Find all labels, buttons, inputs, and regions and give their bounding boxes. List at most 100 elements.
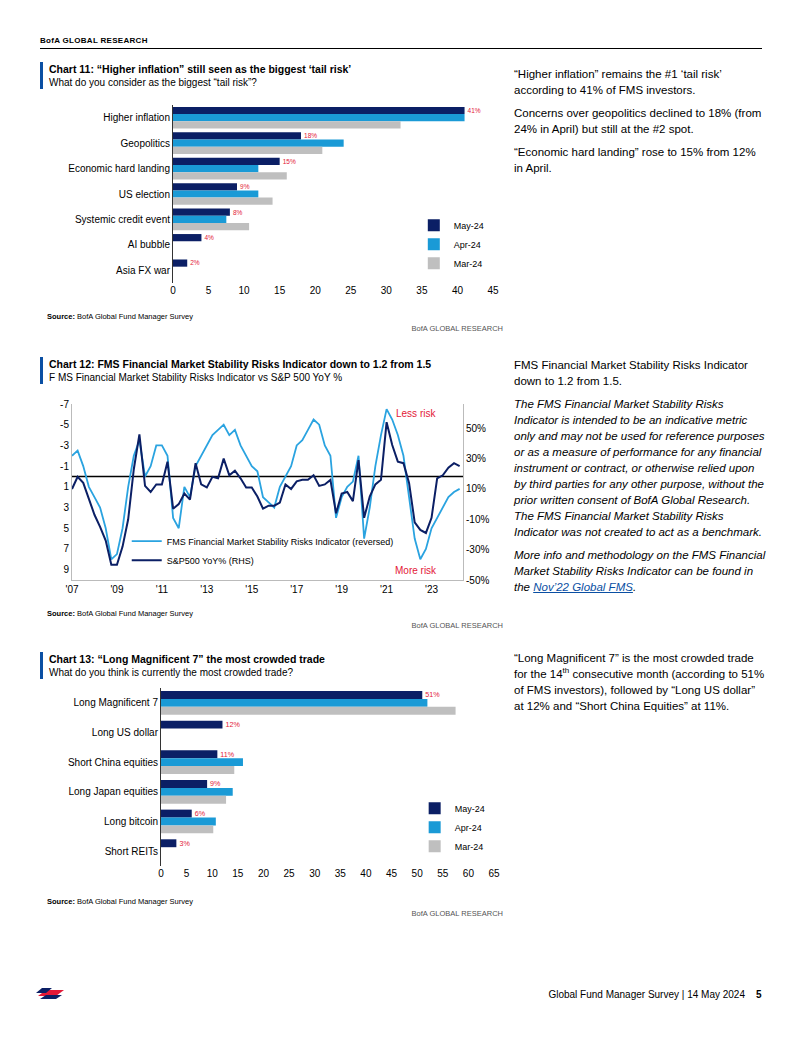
svg-text:40: 40: [360, 868, 372, 879]
svg-text:20: 20: [258, 868, 270, 879]
svg-text:Long bitcoin: Long bitcoin: [104, 816, 158, 827]
svg-text:'15: '15: [245, 584, 258, 595]
svg-text:Economic hard landing: Economic hard landing: [68, 163, 170, 174]
svg-text:May-24: May-24: [455, 804, 485, 814]
svg-text:'19: '19: [335, 584, 348, 595]
svg-text:30: 30: [381, 285, 393, 296]
svg-text:20: 20: [310, 285, 322, 296]
svg-text:50: 50: [412, 868, 424, 879]
svg-text:Higher inflation: Higher inflation: [103, 112, 170, 123]
svg-text:AI bubble: AI bubble: [128, 239, 171, 250]
html-text:“Economic hard landing” rose t: “Economic hard landing” rose to 15% from…: [514, 146, 756, 174]
svg-text:Long US dollar: Long US dollar: [92, 727, 159, 738]
html-text:Chart 13: “Long Magnificent 7”: Chart 13: “Long Magnificent 7” the most …: [49, 653, 325, 665]
svg-text:18%: 18%: [304, 132, 317, 139]
svg-text:Long Magnificent 7: Long Magnificent 7: [73, 697, 158, 708]
svg-text:15: 15: [274, 285, 286, 296]
html-text:Chart 11: “Higher inflation” s: Chart 11: “Higher inflation” still seen …: [49, 63, 352, 75]
svg-text:40: 40: [452, 285, 464, 296]
html-text:BofA GLOBAL RESEARCH: BofA GLOBAL RESEARCH: [40, 36, 148, 45]
html-text:F MS Financial Market Stabilit: F MS Financial Market Stability Risks In…: [49, 372, 343, 383]
html-text:Source: BofA Global Fund Manag: Source: BofA Global Fund Manager Survey: [47, 312, 193, 321]
html-text:Concerns over geopolitics decl: Concerns over geopolitics declined to 18…: [514, 107, 762, 135]
svg-text:51%: 51%: [425, 690, 440, 699]
svg-text:35: 35: [335, 868, 347, 879]
svg-text:-50%: -50%: [466, 575, 489, 586]
svg-text:25: 25: [345, 285, 357, 296]
svg-text:-7: -7: [60, 399, 69, 410]
svg-text:2%: 2%: [190, 259, 200, 266]
svg-text:May-24: May-24: [454, 221, 484, 231]
html-text:What do you think is currently: What do you think is currently the most …: [49, 667, 293, 678]
svg-text:Asia FX war: Asia FX war: [116, 265, 171, 276]
html-text:Chart 12: FMS Financial Market: Chart 12: FMS Financial Market Stability…: [49, 358, 432, 370]
svg-text:8%: 8%: [233, 209, 243, 216]
svg-text:12%: 12%: [225, 720, 240, 729]
svg-text:'11: '11: [156, 584, 169, 595]
svg-text:10: 10: [207, 868, 219, 879]
svg-text:-10%: -10%: [466, 514, 489, 525]
svg-text:60: 60: [463, 868, 475, 879]
svg-text:6%: 6%: [195, 809, 206, 818]
html-text:The FMS Financial Market Stabi: The FMS Financial Market Stability Risks…: [514, 398, 765, 538]
svg-text:41%: 41%: [468, 107, 481, 114]
svg-text:Long Japan equities: Long Japan equities: [68, 786, 158, 797]
svg-text:-1: -1: [60, 461, 69, 472]
svg-text:Short China equities: Short China equities: [68, 757, 158, 768]
svg-text:45: 45: [487, 285, 499, 296]
svg-text:5: 5: [184, 868, 190, 879]
svg-text:-5: -5: [60, 419, 69, 430]
svg-text:35: 35: [416, 285, 428, 296]
svg-text:-3: -3: [60, 440, 69, 451]
svg-text:7: 7: [63, 543, 69, 554]
svg-text:5: 5: [206, 285, 212, 296]
svg-text:Less risk: Less risk: [396, 408, 436, 419]
svg-text:5: 5: [63, 523, 69, 534]
svg-text:65: 65: [488, 868, 500, 879]
svg-text:'23: '23: [425, 584, 438, 595]
html-text:FMS Financial Market Stability: FMS Financial Market Stability Risks Ind…: [514, 359, 748, 387]
svg-text:9: 9: [63, 564, 69, 575]
svg-text:Mar-24: Mar-24: [455, 842, 484, 852]
svg-text:Apr-24: Apr-24: [454, 240, 481, 250]
svg-text:9%: 9%: [210, 779, 221, 788]
svg-text:More risk: More risk: [395, 565, 437, 576]
svg-text:3%: 3%: [179, 839, 190, 848]
svg-text:Systemic credit event: Systemic credit event: [75, 214, 170, 225]
svg-text:15%: 15%: [283, 158, 296, 165]
html-text:What do you consider as the bi: What do you consider as the biggest “tai…: [49, 77, 257, 88]
svg-text:-30%: -30%: [466, 544, 489, 555]
svg-text:Geopolitics: Geopolitics: [121, 138, 170, 149]
svg-text:'13: '13: [200, 584, 213, 595]
svg-text:Short REITs: Short REITs: [105, 846, 158, 857]
svg-text:55: 55: [437, 868, 449, 879]
svg-text:Apr-24: Apr-24: [455, 823, 482, 833]
svg-text:Mar-24: Mar-24: [454, 259, 483, 269]
svg-text:10: 10: [239, 285, 251, 296]
svg-text:'21: '21: [380, 584, 393, 595]
svg-text:3: 3: [63, 502, 69, 513]
svg-text:25: 25: [284, 868, 296, 879]
svg-text:50%: 50%: [466, 423, 486, 434]
svg-text:9%: 9%: [240, 183, 250, 190]
svg-text:0: 0: [170, 285, 176, 296]
svg-text:US election: US election: [119, 189, 170, 200]
svg-text:'09: '09: [110, 584, 123, 595]
html-text:“Higher inflation” remains the: “Higher inflation” remains the #1 ‘tail …: [514, 68, 722, 96]
svg-text:1: 1: [63, 481, 69, 492]
svg-text:0: 0: [158, 868, 164, 879]
svg-text:'17: '17: [290, 584, 303, 595]
svg-text:45: 45: [386, 868, 398, 879]
html-text:Global Fund Manager Survey | 1: Global Fund Manager Survey | 14 May 2024: [548, 989, 745, 1000]
svg-text:4%: 4%: [204, 234, 214, 241]
svg-text:11%: 11%: [220, 750, 234, 759]
svg-text:'07: '07: [65, 584, 78, 595]
html-text:“Long Magnificent 7” is the mo: “Long Magnificent 7” is the most crowded…: [514, 652, 765, 712]
svg-text:10%: 10%: [466, 483, 486, 494]
svg-text:15: 15: [232, 868, 244, 879]
svg-text:30: 30: [309, 868, 321, 879]
svg-text:S&P500 YoY% (RHS): S&P500 YoY% (RHS): [167, 556, 254, 566]
svg-text:30%: 30%: [466, 453, 486, 464]
html-text:More info and methodology on t: More info and methodology on the FMS Fin…: [514, 549, 766, 593]
svg-text:FMS Financial Market Stability: FMS Financial Market Stability Risks Ind…: [167, 537, 394, 547]
